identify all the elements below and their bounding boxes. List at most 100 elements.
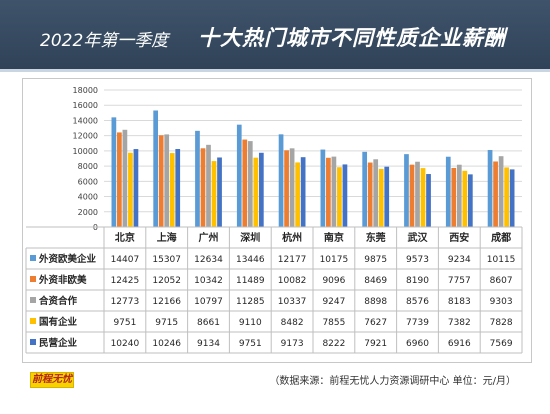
bar (169, 153, 175, 227)
bar (493, 161, 498, 227)
data-cell: 8661 (197, 318, 220, 328)
bar (195, 130, 200, 227)
data-cell: 9715 (155, 318, 178, 328)
bar (117, 132, 122, 227)
bar (384, 166, 390, 227)
bar (258, 152, 264, 227)
legend-label: 国有企业 (39, 316, 78, 328)
bar (409, 164, 415, 227)
bar (295, 162, 300, 227)
data-cell: 12425 (111, 276, 140, 286)
data-cell: 14407 (111, 255, 140, 265)
bar (128, 152, 133, 227)
data-cell: 12177 (278, 255, 307, 265)
bar (211, 161, 217, 227)
data-cell: 9875 (364, 255, 387, 265)
bar (362, 151, 368, 227)
data-cell: 10246 (152, 339, 181, 349)
data-cell: 8607 (490, 276, 513, 286)
bar (337, 167, 342, 227)
bar (164, 134, 170, 227)
y-tick-label: 14000 (73, 116, 98, 125)
data-cell: 13446 (236, 255, 265, 265)
bar (247, 141, 253, 227)
data-cell: 9247 (322, 297, 345, 307)
legend-label: 外资非欧美 (38, 274, 87, 286)
data-cell: 7569 (490, 339, 513, 349)
bar (367, 162, 373, 227)
bar (415, 161, 420, 227)
data-cell: 15307 (152, 255, 181, 265)
bar (111, 117, 117, 227)
y-tick-label: 18000 (73, 86, 98, 95)
legend-key (30, 255, 36, 261)
bar (426, 174, 431, 227)
legend-key (30, 297, 36, 303)
bar (378, 168, 384, 227)
legend-label: 民营企业 (39, 337, 78, 349)
y-tick-label: 8000 (78, 162, 98, 171)
bar (200, 148, 206, 227)
data-cell: 12052 (152, 276, 181, 286)
chart-title: 十大热门城市不同性质企业薪酬 (198, 26, 506, 50)
bar (284, 150, 289, 227)
data-cell: 9173 (281, 339, 304, 349)
data-cell: 11489 (236, 276, 265, 286)
bar (342, 164, 348, 227)
category-label: 南京 (324, 231, 344, 244)
data-cell: 9110 (239, 318, 262, 328)
bar (326, 157, 331, 227)
bar (509, 169, 515, 227)
bar (420, 168, 426, 227)
category-label: 北京 (115, 231, 135, 244)
bar (206, 144, 211, 227)
data-cell: 7855 (322, 318, 345, 328)
legend-key (30, 276, 36, 282)
bar (331, 156, 337, 227)
category-label: 广州 (199, 231, 219, 244)
bar (278, 134, 284, 227)
title-banner: 2022年第一季度 十大热门城市不同性质企业薪酬 (0, 0, 550, 72)
data-cell: 6916 (448, 339, 471, 349)
bar (404, 154, 409, 227)
bar (498, 156, 504, 227)
data-cell: 9134 (197, 339, 220, 349)
data-cell: 7828 (490, 318, 513, 328)
data-cell: 9303 (490, 297, 513, 307)
data-cell: 12166 (152, 297, 181, 307)
bar (487, 150, 493, 227)
chart-svg: 0200040006000800010000120001400016000180… (25, 86, 523, 354)
data-cell: 8183 (448, 297, 471, 307)
bar (122, 129, 128, 227)
data-cell: 9573 (406, 255, 429, 265)
category-label: 东莞 (366, 231, 386, 244)
data-cell: 10175 (320, 255, 349, 265)
y-tick-label: 16000 (73, 101, 98, 110)
data-cell: 7627 (364, 318, 387, 328)
data-cell: 8898 (364, 297, 387, 307)
bar (445, 156, 451, 227)
bar (456, 164, 462, 227)
bar (462, 170, 468, 227)
bar (373, 159, 379, 227)
legend-label: 合资合作 (39, 295, 78, 307)
bar (133, 149, 139, 227)
data-cell: 9751 (113, 318, 136, 328)
data-cell: 6960 (406, 339, 429, 349)
category-label: 上海 (157, 231, 177, 244)
data-cell: 7921 (364, 339, 387, 349)
data-cell: 7739 (406, 318, 429, 328)
data-cell: 12773 (111, 297, 140, 307)
data-cell: 9096 (322, 276, 345, 286)
bar (158, 135, 164, 227)
data-cell: 11285 (236, 297, 265, 307)
data-cell: 7382 (448, 318, 471, 328)
y-tick-label: 2000 (78, 208, 98, 217)
category-label: 武汉 (408, 231, 429, 244)
category-label: 杭州 (282, 231, 302, 244)
data-cell: 9234 (448, 255, 471, 265)
bar (320, 149, 326, 227)
legend-key (30, 318, 36, 324)
data-cell: 8190 (406, 276, 429, 286)
data-cell: 10240 (111, 339, 140, 349)
